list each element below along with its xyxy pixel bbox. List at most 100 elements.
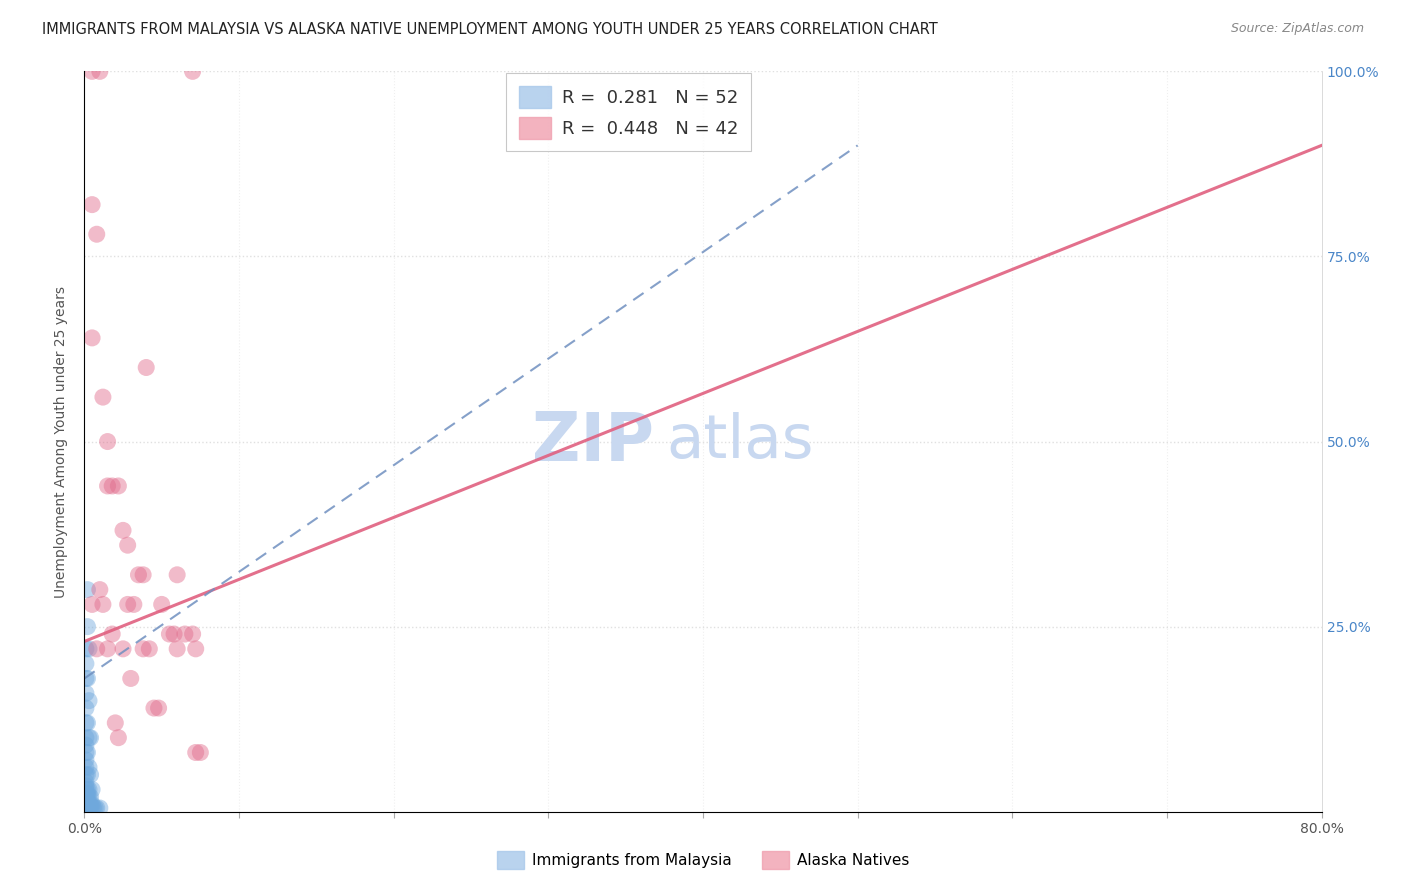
Point bbox=[75, 746, 97, 760]
Point bbox=[135, 360, 157, 375]
Point bbox=[75, 657, 97, 671]
Point bbox=[76, 672, 98, 686]
Point bbox=[96, 479, 118, 493]
Point bbox=[82, 64, 104, 78]
Y-axis label: Unemployment Among Youth under 25 years: Unemployment Among Youth under 25 years bbox=[55, 285, 69, 598]
Point bbox=[184, 746, 207, 760]
Point bbox=[101, 479, 124, 493]
Point bbox=[82, 331, 104, 345]
Point bbox=[83, 801, 105, 815]
Point bbox=[76, 801, 98, 815]
Point bbox=[163, 627, 186, 641]
Text: IMMIGRANTS FROM MALAYSIA VS ALASKA NATIVE UNEMPLOYMENT AMONG YOUTH UNDER 25 YEAR: IMMIGRANTS FROM MALAYSIA VS ALASKA NATIV… bbox=[42, 22, 938, 37]
Point bbox=[76, 715, 98, 730]
Point bbox=[82, 797, 104, 812]
Point bbox=[76, 789, 98, 804]
Point bbox=[79, 801, 101, 815]
Point bbox=[174, 627, 197, 641]
Point bbox=[75, 731, 97, 745]
Point bbox=[75, 786, 97, 800]
Point bbox=[75, 794, 97, 808]
Point bbox=[82, 782, 104, 797]
Point bbox=[76, 619, 98, 633]
Point bbox=[75, 782, 97, 797]
Point bbox=[79, 797, 101, 812]
Point bbox=[82, 598, 104, 612]
Point bbox=[101, 627, 124, 641]
Legend: Immigrants from Malaysia, Alaska Natives: Immigrants from Malaysia, Alaska Natives bbox=[491, 845, 915, 875]
Point bbox=[159, 627, 180, 641]
Point bbox=[138, 641, 160, 656]
Point bbox=[104, 715, 127, 730]
Point bbox=[77, 797, 100, 812]
Point bbox=[96, 434, 118, 449]
Legend: R =  0.281   N = 52, R =  0.448   N = 42: R = 0.281 N = 52, R = 0.448 N = 42 bbox=[506, 73, 751, 152]
Point bbox=[122, 598, 145, 612]
Point bbox=[166, 567, 188, 582]
Point bbox=[107, 479, 129, 493]
Point bbox=[184, 641, 207, 656]
Point bbox=[75, 686, 97, 700]
Point bbox=[75, 715, 97, 730]
Point bbox=[112, 641, 135, 656]
Point bbox=[77, 782, 100, 797]
Point bbox=[150, 598, 173, 612]
Point bbox=[77, 641, 100, 656]
Point bbox=[76, 746, 98, 760]
Point bbox=[181, 64, 204, 78]
Point bbox=[75, 767, 97, 781]
Point bbox=[79, 767, 101, 781]
Text: ZIP: ZIP bbox=[531, 409, 654, 475]
Point bbox=[76, 782, 98, 797]
Point bbox=[120, 672, 142, 686]
Point bbox=[75, 775, 97, 789]
Point bbox=[127, 567, 149, 582]
Point bbox=[77, 731, 100, 745]
Point bbox=[84, 801, 107, 815]
Point bbox=[117, 598, 139, 612]
Point bbox=[112, 524, 135, 538]
Point bbox=[82, 801, 104, 815]
Point bbox=[89, 64, 111, 78]
Point bbox=[132, 641, 155, 656]
Point bbox=[75, 801, 97, 815]
Point bbox=[76, 767, 98, 781]
Point bbox=[86, 227, 108, 242]
Point bbox=[148, 701, 170, 715]
Point bbox=[89, 801, 111, 815]
Point bbox=[89, 582, 111, 597]
Point bbox=[75, 753, 97, 767]
Point bbox=[75, 789, 97, 804]
Point bbox=[117, 538, 139, 552]
Point bbox=[91, 598, 114, 612]
Point bbox=[86, 641, 108, 656]
Point bbox=[79, 731, 101, 745]
Point bbox=[76, 786, 98, 800]
Point bbox=[96, 641, 118, 656]
Point bbox=[75, 797, 97, 812]
Point bbox=[75, 672, 97, 686]
Point bbox=[166, 641, 188, 656]
Point bbox=[86, 801, 108, 815]
Point bbox=[76, 582, 98, 597]
Text: Source: ZipAtlas.com: Source: ZipAtlas.com bbox=[1230, 22, 1364, 36]
Point bbox=[188, 746, 211, 760]
Point bbox=[75, 701, 97, 715]
Point bbox=[181, 627, 204, 641]
Point bbox=[91, 390, 114, 404]
Point bbox=[77, 789, 100, 804]
Point bbox=[76, 794, 98, 808]
Text: atlas: atlas bbox=[666, 412, 814, 471]
Point bbox=[77, 801, 100, 815]
Point bbox=[132, 567, 155, 582]
Point bbox=[75, 738, 97, 752]
Point bbox=[79, 789, 101, 804]
Point bbox=[76, 797, 98, 812]
Point bbox=[82, 197, 104, 211]
Point bbox=[77, 760, 100, 774]
Point bbox=[77, 694, 100, 708]
Point bbox=[75, 760, 97, 774]
Point bbox=[75, 779, 97, 793]
Point bbox=[143, 701, 166, 715]
Point bbox=[75, 641, 97, 656]
